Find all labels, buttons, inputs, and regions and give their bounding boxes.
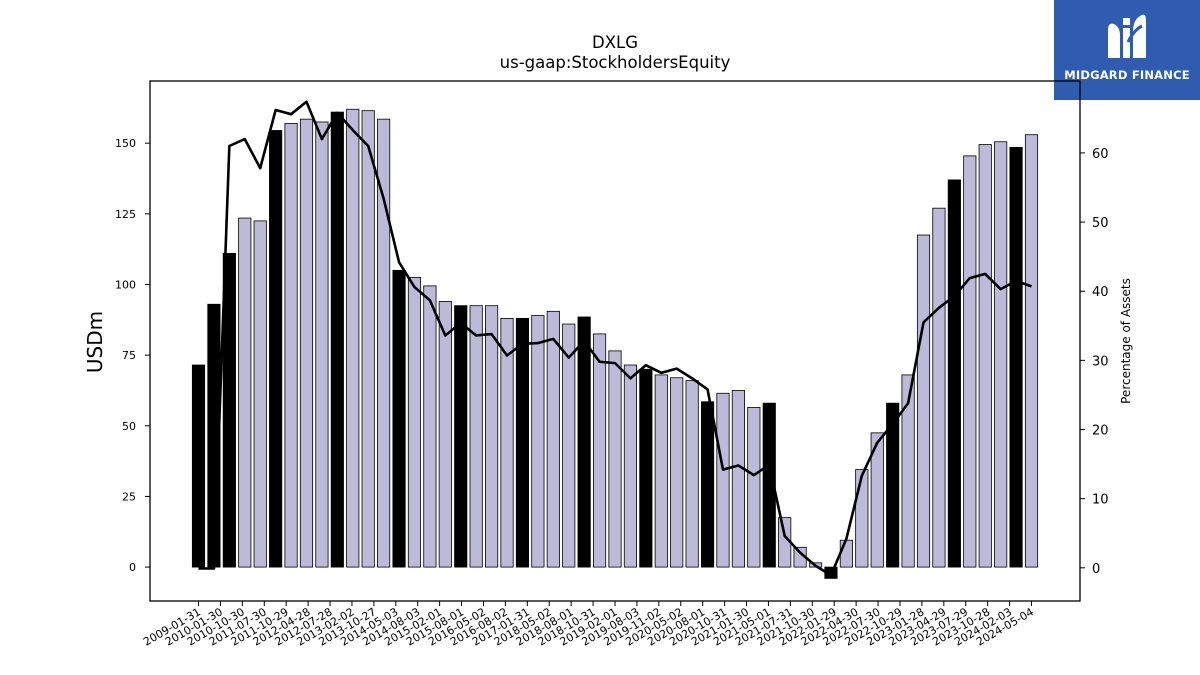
bar-quarterly [1024,134,1039,568]
y2-tick-label: 40 [1092,285,1109,300]
bar-quarterly [901,374,915,568]
bar-quarterly [593,333,607,568]
bar-quarterly [500,317,514,568]
bar-annual [191,364,206,568]
y2-tick-label: 60 [1092,147,1109,162]
bar-annual [577,316,591,568]
y-tick-label: 25 [122,490,136,503]
bar-quarterly [932,207,946,568]
bar-quarterly [346,108,360,568]
bar-quarterly [238,217,252,568]
bar-quarterly [469,305,483,568]
bar-quarterly [963,155,977,568]
bar-quarterly [839,539,853,568]
y2-tick-label: 30 [1092,354,1109,369]
bar-quarterly [315,121,329,568]
y2-tick-label: 50 [1092,216,1109,231]
bar-quarterly [562,323,576,568]
pct-of-assets-line [198,100,1032,577]
bar-quarterly [855,469,869,568]
bar-quarterly [253,220,267,568]
chart-title: DXLG [592,33,638,52]
y-tick-label: 150 [115,137,136,150]
bar-quarterly [916,234,931,568]
bar-annual [762,402,776,568]
bar-annual [222,252,236,568]
y-tick-label: 0 [129,561,136,574]
line-series [198,100,1032,577]
bar-annual [947,179,961,568]
bar-quarterly [731,390,745,568]
y2-axis-label: Percentage of Assets [1119,278,1133,404]
bar-quarterly [361,110,375,568]
bar-quarterly [438,301,452,568]
y2-tick-label: 0 [1092,562,1100,577]
bar-quarterly [623,364,638,568]
y-tick-label: 75 [122,349,136,362]
bar-quarterly [284,122,298,568]
bar-annual [639,368,653,568]
y-axis-label: USDm [83,311,107,373]
bar-quarterly [994,141,1008,568]
bar-annual [454,305,468,568]
y-tick-label: 125 [115,208,136,221]
bar-quarterly [531,315,545,568]
bar-quarterly [747,407,761,568]
bar-quarterly [377,118,391,568]
bar-quarterly [608,350,622,568]
bar-quarterly [299,118,314,568]
bar-quarterly [670,377,684,568]
brand-name: MIDGARD FINANCE [1064,68,1190,82]
bar-quarterly [978,144,992,568]
bar-annual [392,269,406,568]
bar-annual [515,317,530,568]
bar-quarterly [407,277,422,568]
bar-series [191,108,1039,579]
bar-quarterly [485,305,499,568]
midgard-m-mark-icon [1108,14,1146,59]
bar-annual [886,402,900,568]
bar-annual [269,130,283,568]
bar-annual [700,401,715,568]
y2-tick-label: 20 [1092,424,1109,439]
x-axis: 2009-01-312010-01-302010-10-302011-07-30… [141,601,1036,649]
y2-tick-label: 10 [1092,493,1109,508]
chart-subtitle: us-gaap:StockholdersEquity [500,53,731,72]
bar-quarterly [685,380,699,568]
y-tick-label: 100 [115,278,136,291]
bar-annual [1009,147,1023,568]
bar-quarterly [423,285,437,568]
bar-quarterly [870,432,884,568]
bar-quarterly [654,374,668,568]
bar-quarterly [716,392,730,568]
left-axis: 0 25 50 75 100 125 150 [115,137,150,574]
y-tick-label: 50 [122,420,136,433]
right-axis: 0 10 20 30 40 50 60 [1080,147,1109,577]
plot-frame [149,80,1081,602]
brand-logo: MIDGARD FINANCE [1054,0,1200,100]
bar-annual [330,111,344,568]
bar-quarterly [546,310,560,568]
